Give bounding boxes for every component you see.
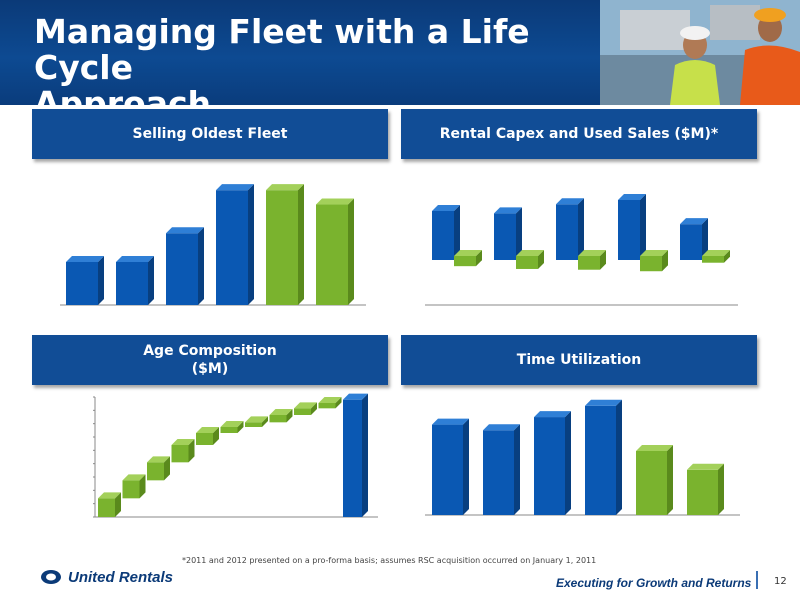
slide-header: Managing Fleet with a Life Cycle Approac… bbox=[0, 0, 800, 122]
panel-title-age-line2: ($M) bbox=[191, 361, 229, 377]
time-bar bbox=[432, 418, 469, 515]
time-bar bbox=[585, 399, 622, 515]
ur-logo-icon bbox=[41, 570, 61, 584]
age-bucket-bar bbox=[147, 456, 170, 481]
fleet-bar bbox=[316, 198, 354, 305]
panel-title-age-composition: Age Composition ($M) bbox=[32, 335, 388, 385]
panel-title-selling-text: Selling Oldest Fleet bbox=[132, 126, 288, 142]
header-photo bbox=[600, 0, 800, 105]
united-rentals-logo: United Rentals bbox=[40, 567, 173, 587]
panel-title-selling-oldest-fleet: Selling Oldest Fleet bbox=[32, 109, 388, 159]
panel-title-rental-capex: Rental Capex and Used Sales ($M)* bbox=[401, 109, 757, 159]
rental-capex-chart bbox=[425, 194, 738, 306]
selling-oldest-fleet-chart bbox=[60, 184, 366, 306]
panel-title-rental-text: Rental Capex and Used Sales ($M)* bbox=[439, 126, 719, 142]
age-bucket-bar bbox=[245, 416, 268, 427]
fleet-bar bbox=[266, 184, 304, 305]
footer-divider bbox=[756, 571, 758, 589]
age-bucket-bar bbox=[220, 421, 244, 433]
age-bucket-bar bbox=[318, 397, 342, 409]
capex-bar bbox=[494, 207, 522, 260]
used-sales-bar bbox=[454, 250, 482, 267]
age-bucket-bar bbox=[269, 409, 293, 423]
capex-bar bbox=[680, 218, 708, 260]
slide-title: Managing Fleet with a Life Cycle Approac… bbox=[34, 14, 634, 122]
page-number: 12 bbox=[774, 576, 787, 587]
age-bucket-bar bbox=[122, 474, 146, 499]
used-sales-bar bbox=[578, 250, 606, 270]
capex-bar bbox=[618, 194, 646, 260]
used-sales-bar bbox=[516, 250, 544, 269]
age-bucket-bar bbox=[294, 402, 317, 415]
time-bar bbox=[636, 444, 673, 515]
capex-bar bbox=[432, 204, 460, 260]
time-bar bbox=[687, 463, 724, 515]
used-sales-bar bbox=[702, 250, 730, 263]
panel-title-time-utilization: Time Utilization bbox=[401, 335, 757, 385]
panel-title-time-text: Time Utilization bbox=[516, 352, 642, 368]
fleet-bar bbox=[116, 255, 154, 305]
time-utilization-chart bbox=[425, 399, 740, 516]
age-bucket-bar bbox=[196, 427, 219, 445]
workers-photo-image bbox=[600, 0, 800, 105]
tagline: Executing for Growth and Returns bbox=[556, 576, 752, 590]
capex-bar bbox=[556, 198, 584, 260]
age-bucket-bar bbox=[171, 439, 195, 463]
time-bar bbox=[483, 424, 520, 515]
panel-title-age-line1: Age Composition bbox=[143, 343, 277, 359]
footnote: *2011 and 2012 presented on a pro-forma … bbox=[182, 556, 597, 565]
time-bar bbox=[534, 411, 571, 515]
fleet-bar bbox=[216, 184, 254, 305]
slide-title-line1: Managing Fleet with a Life Cycle bbox=[34, 12, 530, 87]
fleet-bar bbox=[66, 255, 104, 305]
used-sales-bar bbox=[640, 250, 668, 272]
brand-name: United Rentals bbox=[68, 568, 174, 586]
age-bucket-bar bbox=[98, 492, 121, 517]
fleet-bar bbox=[166, 227, 204, 305]
age-composition-chart bbox=[93, 393, 378, 518]
age-total-bar bbox=[343, 393, 368, 517]
